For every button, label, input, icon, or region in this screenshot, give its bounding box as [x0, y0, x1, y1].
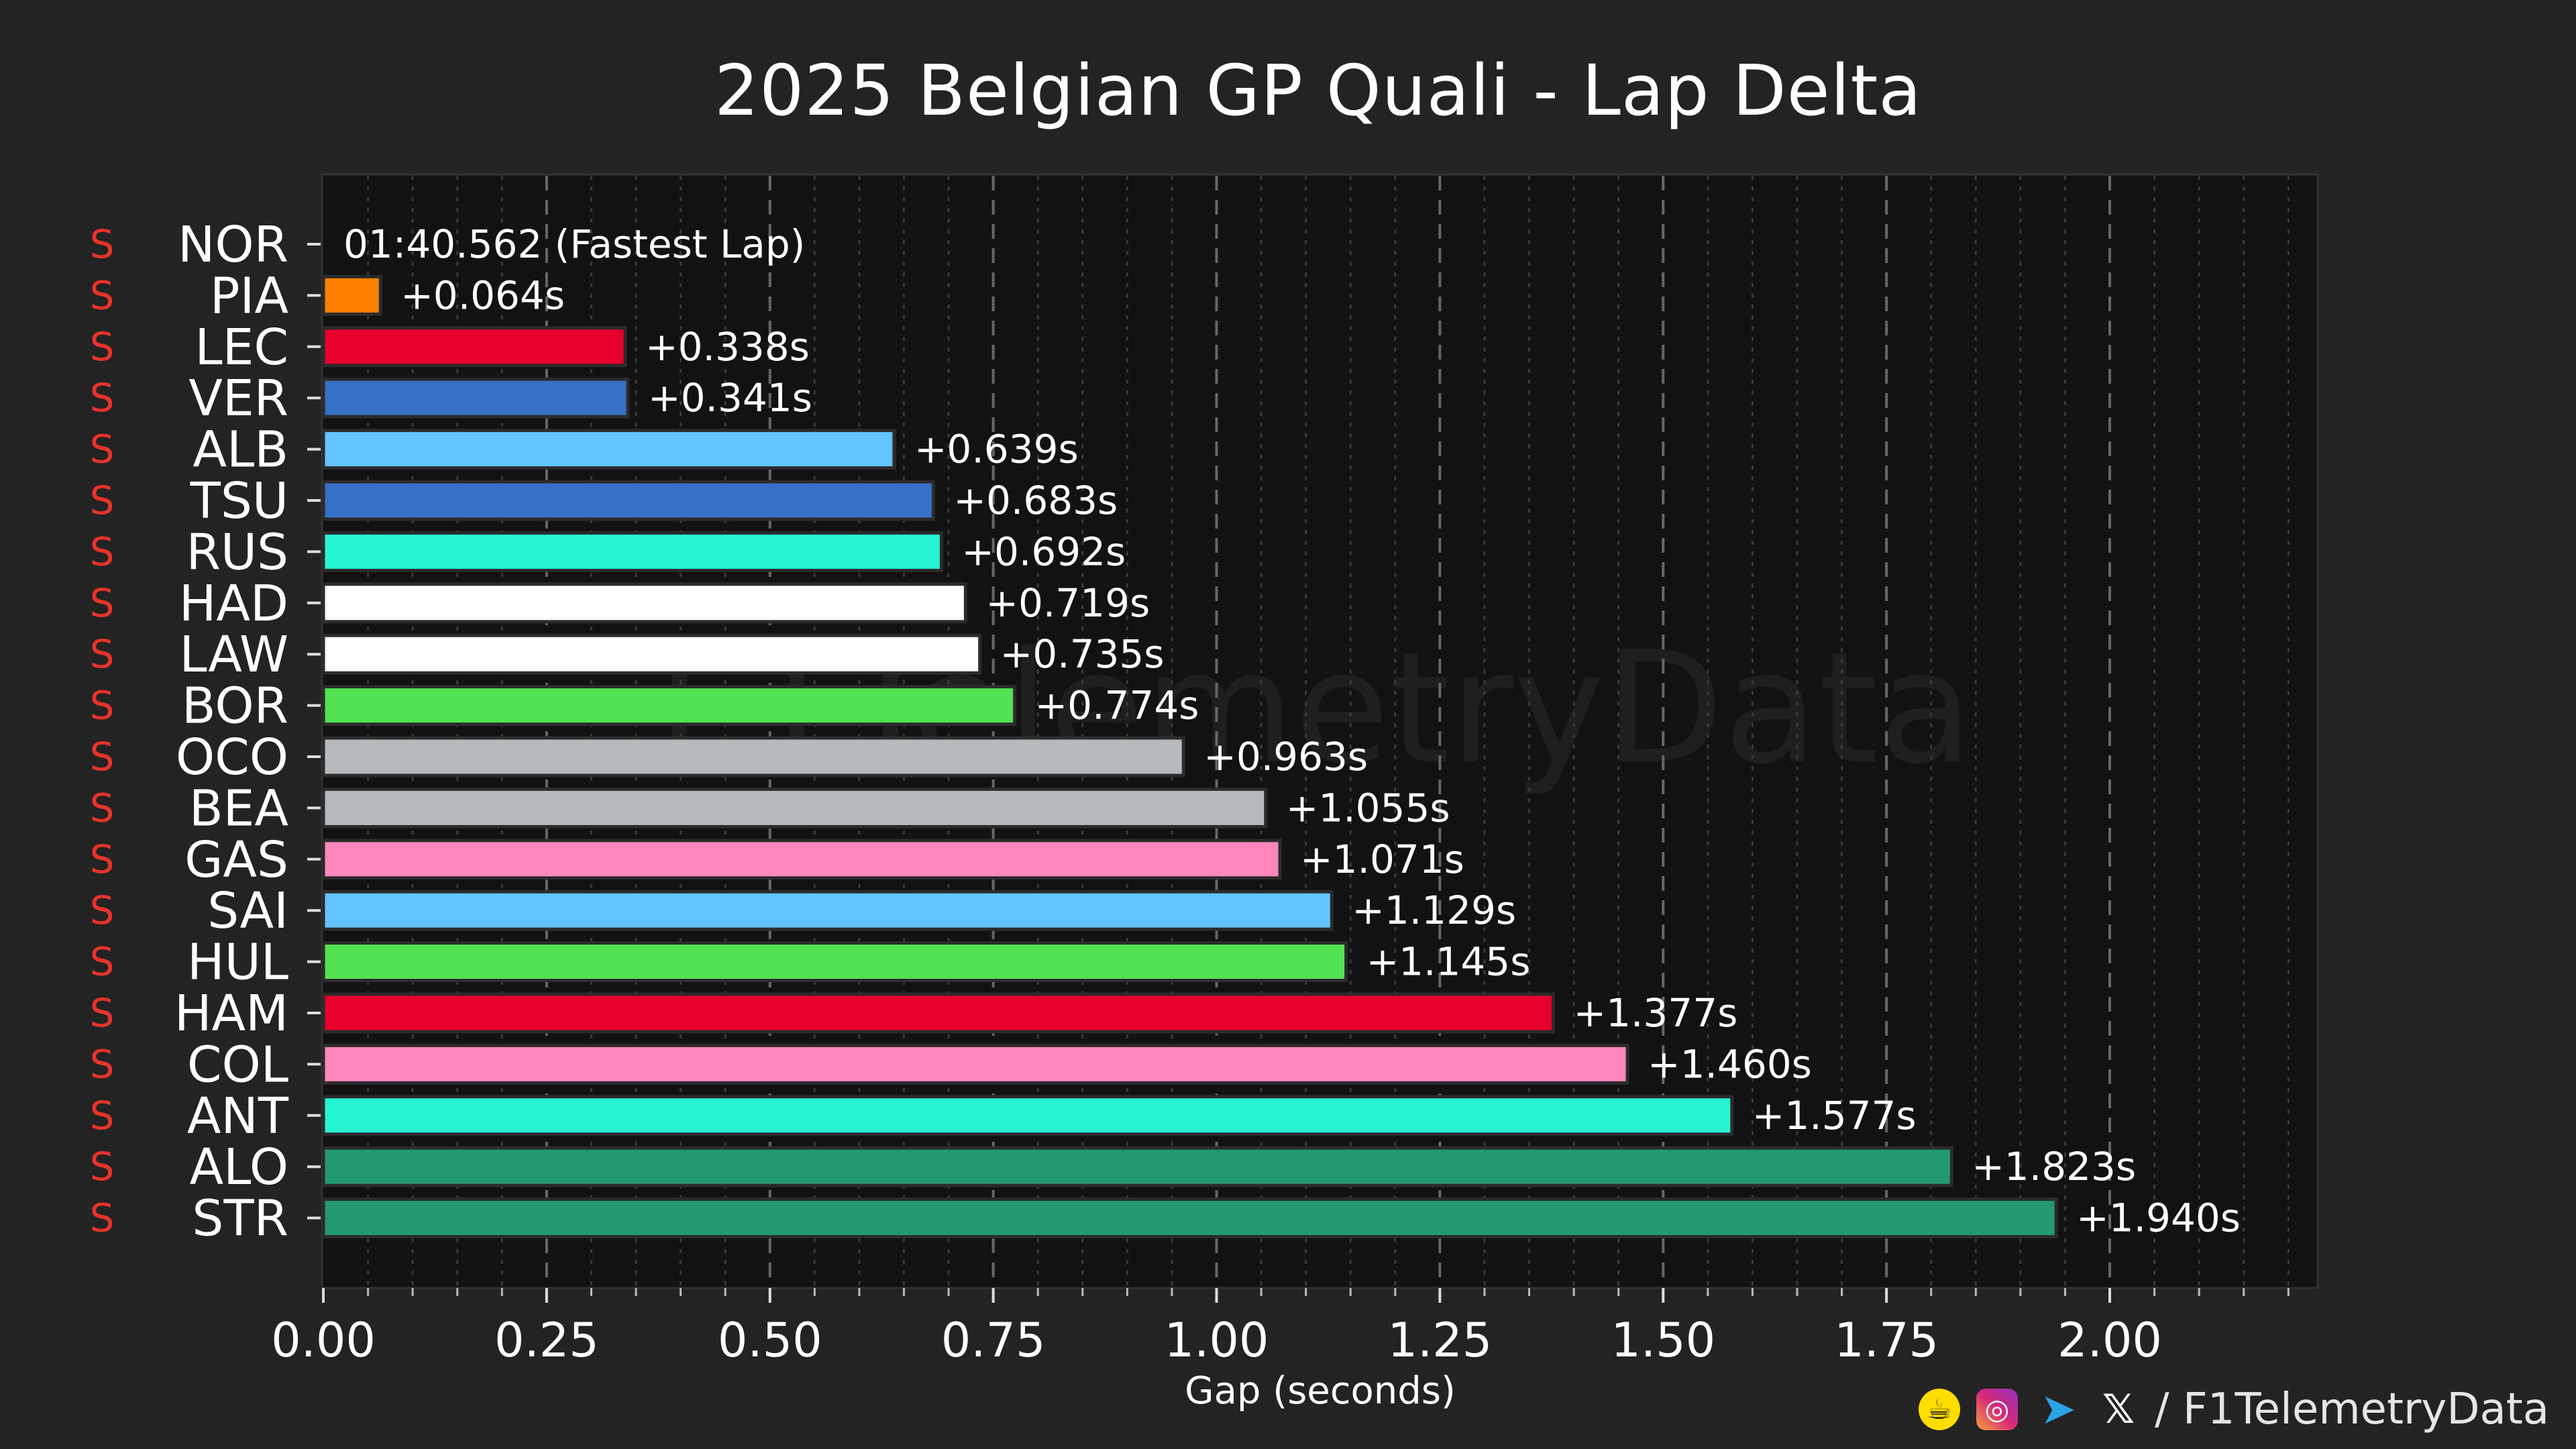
driver-label: RUS — [186, 523, 288, 581]
chart-title: 2025 Belgian GP Quali - Lap Delta — [714, 50, 1923, 131]
tyre-compound-label: S — [90, 734, 115, 780]
driver-label: ALO — [190, 1138, 288, 1196]
driver-label: BOR — [182, 678, 288, 735]
data-label: +0.683s — [953, 478, 1118, 523]
data-label: +1.377s — [1573, 990, 1737, 1036]
tyre-compound-label: S — [90, 1093, 115, 1138]
bar — [321, 1043, 1629, 1085]
data-label: +0.719s — [985, 580, 1150, 626]
data-label: +1.460s — [1648, 1041, 1812, 1087]
x-tick-label: 0.50 — [718, 1313, 822, 1368]
tyre-compound-label: S — [90, 990, 115, 1036]
x-icon[interactable]: 𝕏 — [2102, 1386, 2135, 1433]
driver-label: ANT — [187, 1087, 289, 1145]
data-label: +0.735s — [1000, 631, 1165, 677]
instagram-icon[interactable]: ◎ — [1976, 1389, 2018, 1430]
data-label: +0.338s — [645, 324, 810, 370]
bar — [321, 582, 967, 624]
bar — [321, 1197, 2058, 1239]
x-tick-label: 1.75 — [1834, 1313, 1939, 1368]
bar — [321, 326, 627, 368]
tyre-compound-label: S — [90, 1041, 115, 1087]
x-axis-label: Gap (seconds) — [1185, 1369, 1456, 1413]
tyre-compound-label: S — [90, 939, 115, 985]
tyre-compound-label: S — [90, 580, 115, 626]
tyre-compound-label: S — [90, 324, 115, 370]
data-label: +0.064s — [400, 272, 565, 318]
driver-label: STR — [192, 1190, 288, 1248]
driver-label: PIA — [210, 267, 288, 325]
driver-label: HAM — [174, 985, 288, 1042]
tyre-compound-label: S — [90, 427, 115, 472]
tyre-compound-label: S — [90, 888, 115, 933]
driver-label: HUL — [187, 934, 288, 991]
data-label: +1.145s — [1366, 939, 1531, 985]
data-label: +0.963s — [1203, 734, 1368, 780]
driver-label: COL — [187, 1036, 288, 1093]
driver-label: BEA — [189, 780, 289, 837]
telegram-icon[interactable]: ➤ — [2040, 1385, 2076, 1434]
data-label: +1.823s — [1972, 1144, 2136, 1189]
driver-label: LAW — [179, 626, 288, 684]
tyre-compound-label: S — [90, 375, 115, 421]
tyre-compound-label: S — [90, 1144, 115, 1189]
footer-credits: ☕ ◎ ➤ 𝕏 / F1TelemetryData — [1919, 1385, 2549, 1434]
tyre-compound-label: S — [90, 272, 115, 318]
bar — [321, 429, 896, 470]
tyre-compound-label: S — [90, 837, 115, 882]
bar — [321, 1095, 1734, 1136]
x-tick-label: 1.25 — [1387, 1313, 1492, 1368]
bar — [321, 531, 943, 572]
bar — [321, 1146, 1953, 1187]
tyre-compound-label: S — [90, 529, 115, 574]
data-label: +1.577s — [1752, 1093, 1917, 1138]
x-tick-label: 1.50 — [1611, 1313, 1715, 1368]
data-label: +0.692s — [961, 529, 1126, 574]
driver-label: NOR — [178, 216, 288, 274]
fastest-lap-label: 01:40.562 (Fastest Lap) — [343, 221, 805, 267]
tyre-compound-label: S — [90, 683, 115, 729]
data-label: +1.055s — [1286, 785, 1450, 830]
bar — [321, 992, 1555, 1034]
driver-label: TSU — [190, 472, 288, 530]
x-tick-label: 0.00 — [271, 1313, 376, 1368]
driver-label: GAS — [184, 831, 288, 889]
bar — [321, 736, 1185, 777]
tyre-compound-label: S — [90, 785, 115, 830]
bar — [321, 274, 382, 316]
data-label: +0.774s — [1035, 683, 1199, 729]
bar — [321, 941, 1348, 983]
data-label: +1.940s — [2076, 1195, 2241, 1241]
driver-label: ALB — [193, 421, 288, 479]
tyre-compound-label: S — [90, 221, 115, 267]
footer-handle[interactable]: / F1TelemetryData — [2155, 1385, 2549, 1434]
tyre-compound-label: S — [90, 478, 115, 523]
bar — [321, 377, 630, 419]
data-label: +1.129s — [1352, 888, 1516, 933]
data-label: +1.071s — [1300, 837, 1464, 882]
data-label: +0.639s — [914, 427, 1079, 472]
buymeacoffee-icon[interactable]: ☕ — [1919, 1389, 1960, 1430]
x-tick-label: 0.25 — [494, 1313, 599, 1368]
bar — [321, 685, 1017, 727]
bar — [321, 480, 935, 521]
driver-label: HAD — [179, 575, 288, 633]
driver-label: SAI — [207, 882, 288, 940]
driver-label: VER — [189, 370, 288, 427]
data-label: +0.341s — [648, 375, 812, 421]
bar — [321, 890, 1334, 931]
bar — [321, 839, 1282, 880]
tyre-compound-label: S — [90, 1195, 115, 1241]
driver-label: LEC — [195, 319, 288, 376]
driver-label: OCO — [176, 729, 288, 786]
x-tick-label: 1.00 — [1165, 1313, 1269, 1368]
x-tick-label: 2.00 — [2057, 1313, 2162, 1368]
x-tick-label: 0.75 — [941, 1313, 1046, 1368]
bar — [321, 633, 982, 675]
bar — [321, 787, 1268, 828]
tyre-compound-label: S — [90, 631, 115, 677]
